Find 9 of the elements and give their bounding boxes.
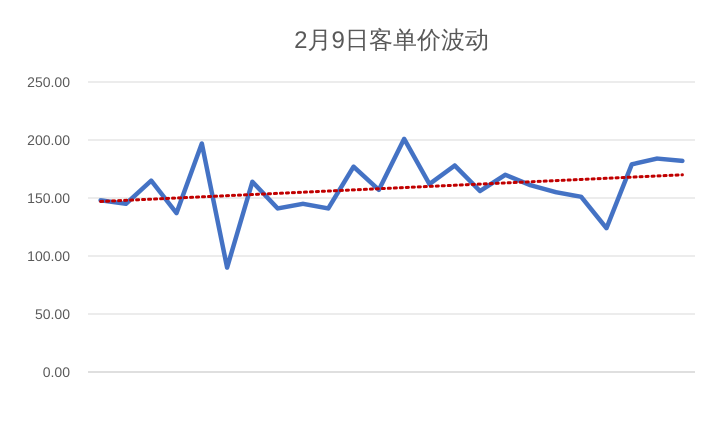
line-series bbox=[98, 136, 685, 270]
y-tick-label: 200.00 bbox=[27, 132, 70, 148]
y-tick-label: 0.00 bbox=[42, 364, 70, 380]
chart-title: 2月9日客单价波动 bbox=[294, 27, 489, 54]
y-tick-label: 100.00 bbox=[27, 248, 70, 264]
y-tick-label: 150.00 bbox=[27, 190, 70, 206]
y-tick-label: 250.00 bbox=[27, 74, 70, 90]
line-series bbox=[99, 173, 684, 203]
y-tick-label: 50.00 bbox=[34, 306, 70, 322]
